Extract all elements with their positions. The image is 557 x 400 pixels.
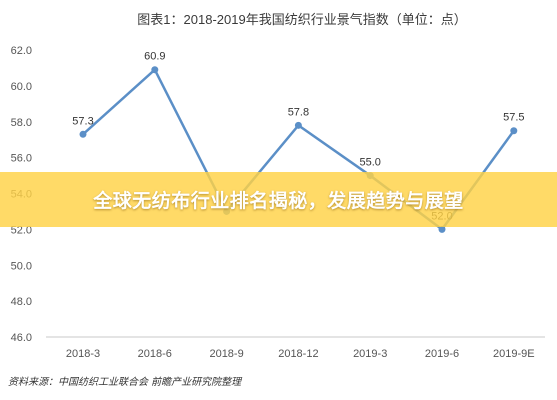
y-axis: 62.060.058.056.054.052.050.048.046.0 <box>11 45 32 344</box>
x-axis: 2018-3 2018-6 2018-9 2018-12 2019-3 2019-6 201… <box>66 348 535 360</box>
y-tick-label: 50.0 <box>11 260 32 272</box>
x-tick-label: 2018-9 <box>209 348 243 360</box>
overlay-banner: 全球无纺布行业排名揭秘，发展趋势与展望 <box>0 172 557 227</box>
y-tick-label: 62.0 <box>11 45 32 57</box>
data-point <box>438 225 446 233</box>
data-label: 57.5 <box>503 112 524 124</box>
data-point <box>151 66 159 74</box>
y-tick-label: 52.0 <box>11 224 32 236</box>
y-tick-label: 56.0 <box>11 153 32 165</box>
y-tick-label: 48.0 <box>11 296 32 308</box>
x-tick-label: 2019-3 <box>353 348 387 360</box>
data-label: 57.8 <box>288 106 309 118</box>
x-tick-label: 2019-9E <box>493 348 535 360</box>
x-tick-label: 2018-12 <box>278 348 318 360</box>
data-point <box>79 130 87 138</box>
data-label: 57.3 <box>72 115 93 127</box>
y-tick-label: 60.0 <box>11 81 32 93</box>
x-tick-label: 2019-6 <box>425 348 459 360</box>
x-tick-label: 2018-6 <box>138 348 172 360</box>
banner-text: 全球无纺布行业排名揭秘，发展趋势与展望 <box>93 190 464 212</box>
data-label: 55.0 <box>359 157 380 169</box>
chart-title: 图表1：2018-2019年我国纺织行业景气指数（单位：点） <box>137 12 466 27</box>
data-point <box>294 121 302 129</box>
x-tick-label: 2018-3 <box>66 348 100 360</box>
source-note: 资料来源：中国纺织工业联合会 前瞻产业研究院整理 <box>8 377 242 388</box>
data-label: 60.9 <box>144 51 165 63</box>
y-tick-label: 46.0 <box>11 332 32 344</box>
y-tick-label: 58.0 <box>11 117 32 129</box>
data-point <box>510 127 518 135</box>
